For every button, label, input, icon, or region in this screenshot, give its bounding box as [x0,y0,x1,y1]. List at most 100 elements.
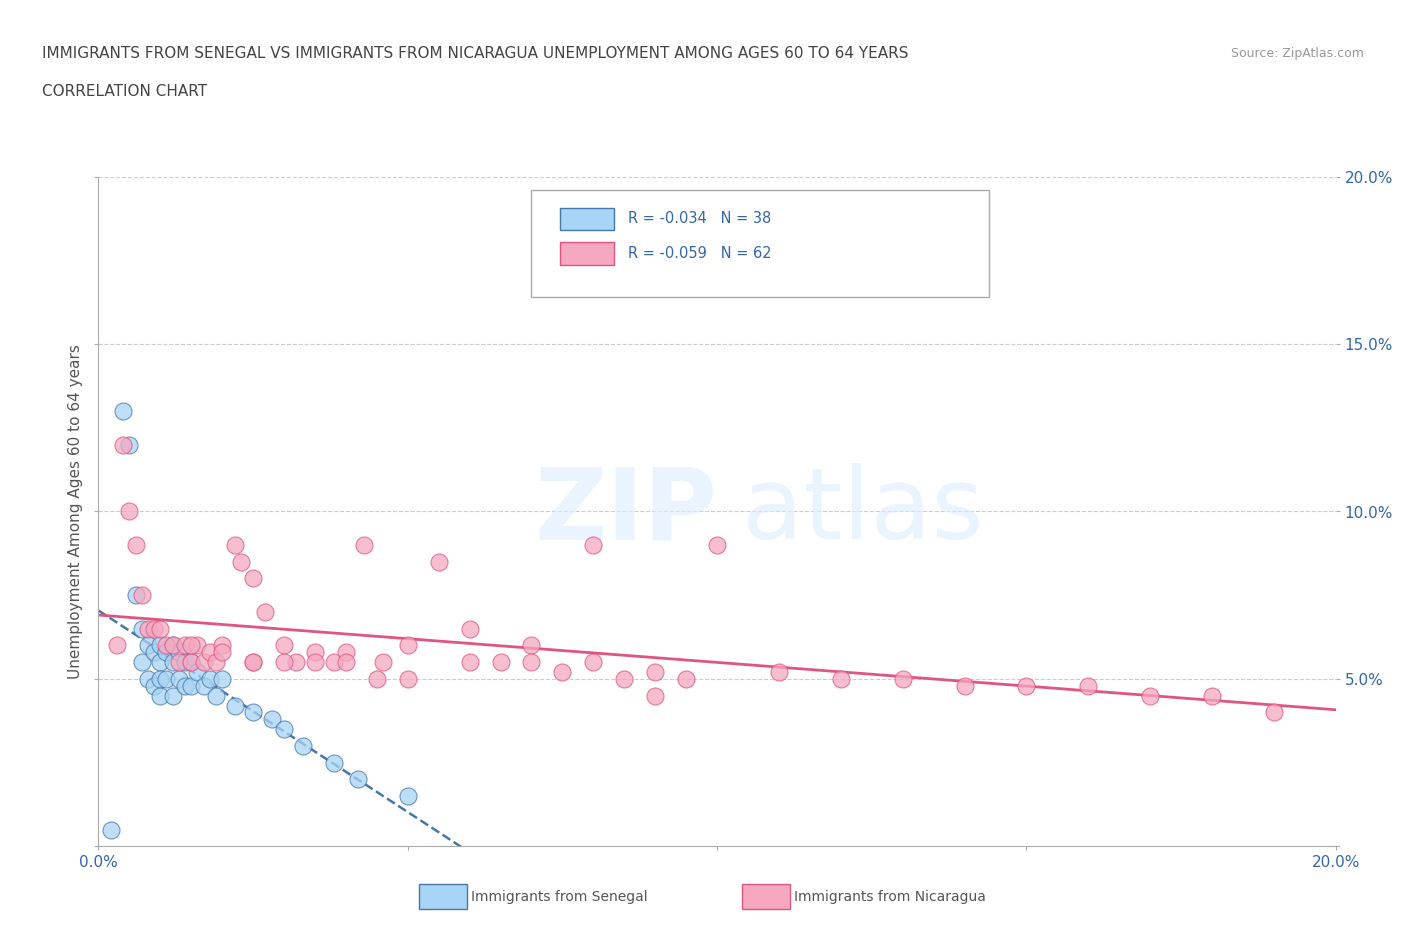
Point [136,638,159,653]
Point [167,644,190,659]
Point [205,688,228,703]
Point [371,655,394,670]
Point [174,638,197,653]
Point [1263,705,1285,720]
Point [353,538,375,552]
Point [458,655,481,670]
Point [1015,678,1038,693]
Point [124,538,146,552]
Point [143,621,166,636]
Point [167,671,190,686]
Point [551,665,574,680]
Point [304,655,326,670]
Text: ZIP: ZIP [534,463,717,560]
Point [193,655,215,670]
Point [891,671,914,686]
Point [520,655,543,670]
Point [644,688,666,703]
Point [180,638,202,653]
Point [830,671,852,686]
Point [155,671,177,686]
Text: Immigrants from Nicaragua: Immigrants from Nicaragua [794,889,986,904]
Point [149,621,172,636]
Point [149,655,172,670]
Point [224,538,246,552]
Point [396,638,419,653]
Point [322,755,344,770]
Point [427,554,450,569]
Point [458,621,481,636]
Point [224,698,246,713]
Point [186,638,208,653]
Point [1077,678,1099,693]
Point [211,644,233,659]
Point [136,671,159,686]
Point [582,538,605,552]
FancyBboxPatch shape [531,190,990,298]
FancyBboxPatch shape [560,243,614,265]
Point [131,621,153,636]
Point [162,688,184,703]
Text: Source: ZipAtlas.com: Source: ZipAtlas.com [1230,46,1364,60]
Point [193,678,215,693]
Text: R = -0.059   N = 62: R = -0.059 N = 62 [628,246,772,261]
Point [155,644,177,659]
Point [174,678,197,693]
Point [242,571,264,586]
Point [396,789,419,804]
Point [366,671,388,686]
Point [198,671,221,686]
Point [124,588,146,603]
Point [675,671,697,686]
Text: IMMIGRANTS FROM SENEGAL VS IMMIGRANTS FROM NICARAGUA UNEMPLOYMENT AMONG AGES 60 : IMMIGRANTS FROM SENEGAL VS IMMIGRANTS FR… [42,46,908,61]
Point [1201,688,1223,703]
Point [242,655,264,670]
Point [131,655,153,670]
Point [335,655,357,670]
Point [143,644,166,659]
Point [149,688,172,703]
Point [489,655,512,670]
Point [273,722,295,737]
Point [162,638,184,653]
Point [335,644,357,659]
Point [105,638,128,653]
Point [118,437,141,452]
Point [304,644,326,659]
Point [273,638,295,653]
Point [229,554,252,569]
Point [167,655,190,670]
FancyBboxPatch shape [560,207,614,231]
Text: atlas: atlas [742,463,983,560]
Point [211,638,233,653]
Point [149,638,172,653]
Point [162,638,184,653]
Text: R = -0.034   N = 38: R = -0.034 N = 38 [628,211,772,226]
Point [285,655,308,670]
Point [118,504,141,519]
Text: CORRELATION CHART: CORRELATION CHART [42,84,207,99]
Point [347,772,370,787]
Point [162,655,184,670]
Point [254,604,277,619]
Point [112,437,135,452]
Point [706,538,728,552]
Point [180,655,202,670]
Point [242,705,264,720]
Point [520,638,543,653]
Point [768,665,790,680]
Point [322,655,344,670]
Point [136,621,159,636]
Point [211,671,233,686]
Point [613,671,636,686]
Point [198,644,221,659]
Point [149,671,172,686]
Point [396,671,419,686]
Point [180,655,202,670]
Point [143,678,166,693]
Text: Immigrants from Senegal: Immigrants from Senegal [471,889,648,904]
Point [155,638,177,653]
Point [273,655,295,670]
Point [1139,688,1161,703]
Point [644,665,666,680]
